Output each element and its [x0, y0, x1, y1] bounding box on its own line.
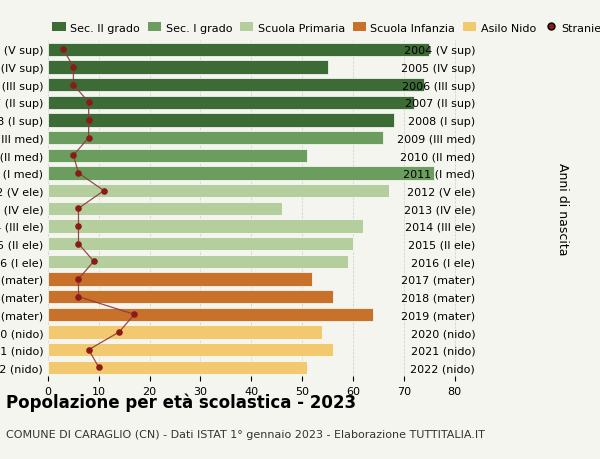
Point: [68, 152, 78, 160]
Point: [58, 46, 68, 54]
Bar: [48, 291, 332, 304]
Text: Popolazione per età scolastica - 2023: Popolazione per età scolastica - 2023: [6, 392, 356, 411]
Bar: [48, 326, 322, 339]
Point: [89, 258, 98, 265]
Bar: [48, 44, 429, 57]
Point: [99, 188, 109, 195]
Bar: [48, 185, 389, 198]
Point: [115, 329, 124, 336]
Point: [130, 311, 139, 319]
Bar: [48, 308, 373, 321]
Point: [94, 364, 104, 371]
Point: [84, 117, 94, 124]
Point: [84, 99, 94, 106]
Point: [74, 276, 83, 283]
Bar: [48, 255, 348, 269]
Bar: [48, 220, 363, 233]
Bar: [48, 273, 312, 286]
Bar: [48, 96, 414, 110]
Bar: [48, 79, 424, 92]
Y-axis label: Anni di nascita: Anni di nascita: [556, 162, 569, 255]
Point: [74, 241, 83, 248]
Bar: [48, 202, 282, 215]
Point: [84, 134, 94, 142]
Text: COMUNE DI CARAGLIO (CN) - Dati ISTAT 1° gennaio 2023 - Elaborazione TUTTITALIA.I: COMUNE DI CARAGLIO (CN) - Dati ISTAT 1° …: [6, 429, 485, 439]
Point: [68, 64, 78, 72]
Legend: Sec. II grado, Sec. I grado, Scuola Primaria, Scuola Infanzia, Asilo Nido, Stran: Sec. II grado, Sec. I grado, Scuola Prim…: [48, 19, 600, 38]
Point: [84, 346, 94, 353]
Bar: [48, 361, 307, 374]
Point: [74, 223, 83, 230]
Bar: [48, 61, 328, 74]
Point: [74, 293, 83, 301]
Bar: [48, 114, 394, 127]
Bar: [48, 237, 353, 251]
Point: [74, 170, 83, 177]
Bar: [48, 167, 434, 180]
Bar: [48, 343, 332, 357]
Bar: [48, 149, 307, 162]
Bar: [48, 132, 383, 145]
Point: [74, 205, 83, 213]
Point: [68, 82, 78, 89]
